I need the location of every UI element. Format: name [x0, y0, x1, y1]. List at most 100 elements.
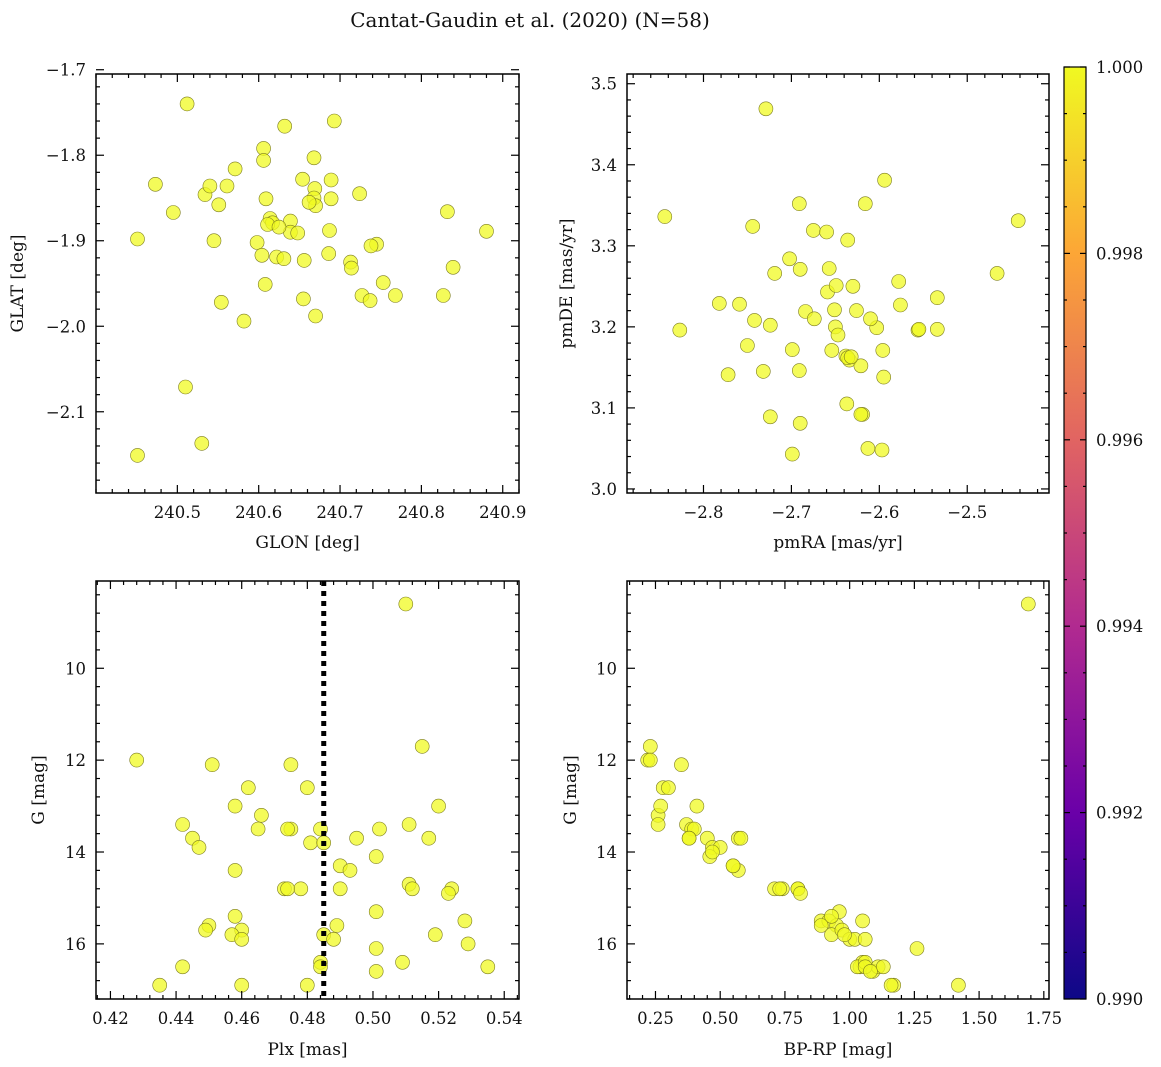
data-point-proper-motion: [849, 303, 864, 318]
data-point-sky-position: [290, 225, 306, 241]
y-tick-label: 10: [596, 659, 617, 678]
data-point-proper-motion: [863, 311, 878, 327]
data-point-color-magnitude: [875, 959, 891, 975]
y-tick-label: 14: [65, 843, 86, 862]
data-point-parallax-magnitude: [280, 881, 295, 897]
data-point-parallax-magnitude: [234, 931, 249, 947]
x-axis-label-proper-motion: pmRA [mas/yr]: [773, 533, 902, 553]
x-tick-label: 0.75: [767, 1009, 804, 1028]
data-point-parallax-magnitude: [227, 798, 243, 814]
data-point-sky-position: [326, 113, 342, 129]
data-point-proper-motion: [989, 266, 1005, 281]
x-tick-label: 240.7: [316, 503, 363, 522]
figure-title: Cantat-Gaudin et al. (2020) (N=58): [350, 8, 710, 32]
data-point-proper-motion: [740, 338, 755, 353]
data-point-parallax-magnitude: [460, 936, 476, 952]
data-point-proper-motion: [806, 223, 821, 238]
data-point-parallax-magnitude: [401, 817, 417, 832]
data-point-sky-position: [445, 259, 461, 275]
data-point-parallax-magnitude: [421, 830, 437, 846]
data-point-sky-position: [206, 233, 222, 248]
x-axis-label-sky-position: GLON [deg]: [255, 533, 359, 553]
data-point-proper-motion: [745, 219, 761, 234]
x-tick-label: 0.54: [486, 1009, 523, 1028]
data-point-sky-position: [254, 248, 270, 263]
data-point-parallax-magnitude: [414, 739, 430, 754]
data-point-proper-motion: [792, 261, 808, 277]
x-tick-label: 0.50: [702, 1009, 739, 1028]
data-point-sky-position: [362, 293, 378, 308]
data-point-color-magnitude: [793, 886, 808, 901]
data-point-proper-motion: [1010, 213, 1026, 228]
data-point-sky-position: [323, 172, 339, 188]
colorbar-tick-label: 0.998: [1096, 244, 1143, 263]
data-point-sky-position: [363, 238, 379, 254]
data-point-parallax-magnitude: [398, 596, 414, 612]
data-point-parallax-magnitude: [441, 886, 456, 901]
data-point-proper-motion: [762, 409, 778, 425]
data-point-proper-motion: [792, 415, 808, 431]
data-point-parallax-magnitude: [280, 821, 295, 837]
data-point-proper-motion: [782, 251, 797, 267]
data-point-proper-motion: [711, 296, 727, 311]
data-point-parallax-magnitude: [293, 881, 309, 897]
data-point-proper-motion: [791, 196, 807, 211]
x-tick-label: 240.6: [235, 503, 282, 522]
data-point-sky-position: [219, 178, 235, 194]
data-point-sky-position: [178, 379, 193, 395]
data-point-sky-position: [258, 191, 274, 207]
data-point-parallax-magnitude: [457, 913, 473, 929]
data-point-color-magnitude: [837, 927, 852, 943]
colorbar-tick-label: 0.996: [1096, 431, 1143, 450]
data-point-color-magnitude: [951, 977, 966, 993]
data-point-parallax-magnitude: [372, 821, 387, 837]
data-point-sky-position: [236, 313, 252, 329]
data-point-color-magnitude: [642, 752, 658, 768]
colorbar-tick-label: 0.992: [1096, 804, 1143, 823]
data-point-proper-motion: [911, 321, 927, 337]
y-axis-label-sky-position: GLAT [deg]: [8, 234, 28, 332]
data-point-parallax-magnitude: [175, 959, 190, 975]
data-point-proper-motion: [758, 101, 774, 117]
x-tick-label: 1.00: [831, 1009, 868, 1028]
y-tick-label: 10: [65, 659, 86, 678]
data-point-parallax-magnitude: [299, 780, 315, 796]
axes-frame-color-magnitude: [626, 580, 1050, 1000]
data-point-parallax-magnitude: [191, 840, 207, 855]
points-parallax-magnitude: [129, 596, 496, 993]
data-point-parallax-magnitude: [227, 863, 243, 878]
data-point-proper-motion: [929, 290, 945, 306]
y-axis-label-color-magnitude: G [mag]: [561, 755, 581, 824]
points-sky-position: [130, 96, 494, 463]
data-point-color-magnitude: [863, 964, 878, 979]
data-point-parallax-magnitude: [395, 954, 410, 970]
data-point-color-magnitude: [689, 798, 705, 814]
data-point-parallax-magnitude: [368, 904, 384, 920]
colorbar: 1.000 0.998 0.996 0.994 0.992 0.990: [1063, 58, 1143, 1009]
y-tick-label: 3.1: [591, 399, 617, 418]
data-point-parallax-magnitude: [368, 964, 384, 979]
data-point-proper-motion: [843, 349, 859, 365]
x-tick-label: 0.46: [223, 1009, 260, 1028]
data-point-proper-motion: [853, 407, 869, 422]
data-point-sky-position: [277, 118, 293, 134]
y-tick-label: 3.3: [591, 237, 617, 256]
x-tick-label: 240.8: [398, 503, 445, 522]
data-point-sky-position: [440, 204, 455, 219]
y-tick-label: −2.0: [46, 317, 86, 336]
points-proper-motion: [657, 101, 1026, 462]
data-point-sky-position: [271, 219, 287, 235]
data-point-color-magnitude: [661, 780, 676, 796]
data-point-proper-motion: [824, 343, 840, 358]
panel-proper-motion: −2.8 −2.7 −2.6 −2.5 3.0 3.1 3.2 3.3 3.4 3.5 pmRA …: [557, 73, 1050, 553]
data-point-proper-motion: [747, 313, 762, 328]
data-point-proper-motion: [762, 317, 778, 333]
data-point-proper-motion: [893, 297, 908, 313]
x-axis-label-color-magnitude: BP-RP [mag]: [784, 1040, 893, 1060]
data-point-proper-motion: [874, 442, 890, 458]
y-tick-label: 3.5: [591, 75, 617, 94]
y-tick-label: 14: [596, 843, 617, 862]
x-tick-label: 240.9: [479, 503, 526, 522]
data-point-sky-position: [214, 294, 229, 310]
data-point-color-magnitude: [909, 941, 925, 956]
